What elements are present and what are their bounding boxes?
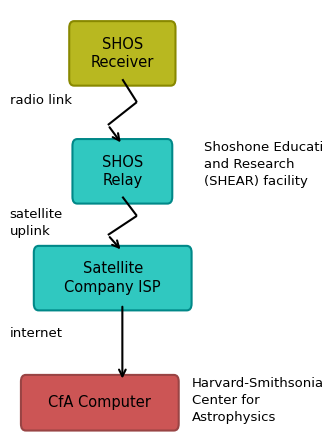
FancyBboxPatch shape	[34, 246, 192, 311]
Text: radio link: radio link	[10, 93, 72, 107]
FancyBboxPatch shape	[72, 139, 172, 204]
FancyBboxPatch shape	[21, 375, 179, 431]
FancyBboxPatch shape	[69, 21, 175, 85]
Text: Shoshone Education
and Research
(SHEAR) facility: Shoshone Education and Research (SHEAR) …	[204, 141, 322, 188]
Text: Satellite
Company ISP: Satellite Company ISP	[64, 261, 161, 295]
Text: CfA Computer: CfA Computer	[48, 395, 151, 410]
Text: internet: internet	[10, 327, 63, 340]
Text: SHOS
Relay: SHOS Relay	[102, 154, 143, 188]
Text: satellite
uplink: satellite uplink	[10, 207, 63, 238]
Text: Harvard-Smithsonian
Center for
Astrophysics: Harvard-Smithsonian Center for Astrophys…	[192, 377, 322, 424]
Text: SHOS
Receiver: SHOS Receiver	[91, 36, 154, 70]
